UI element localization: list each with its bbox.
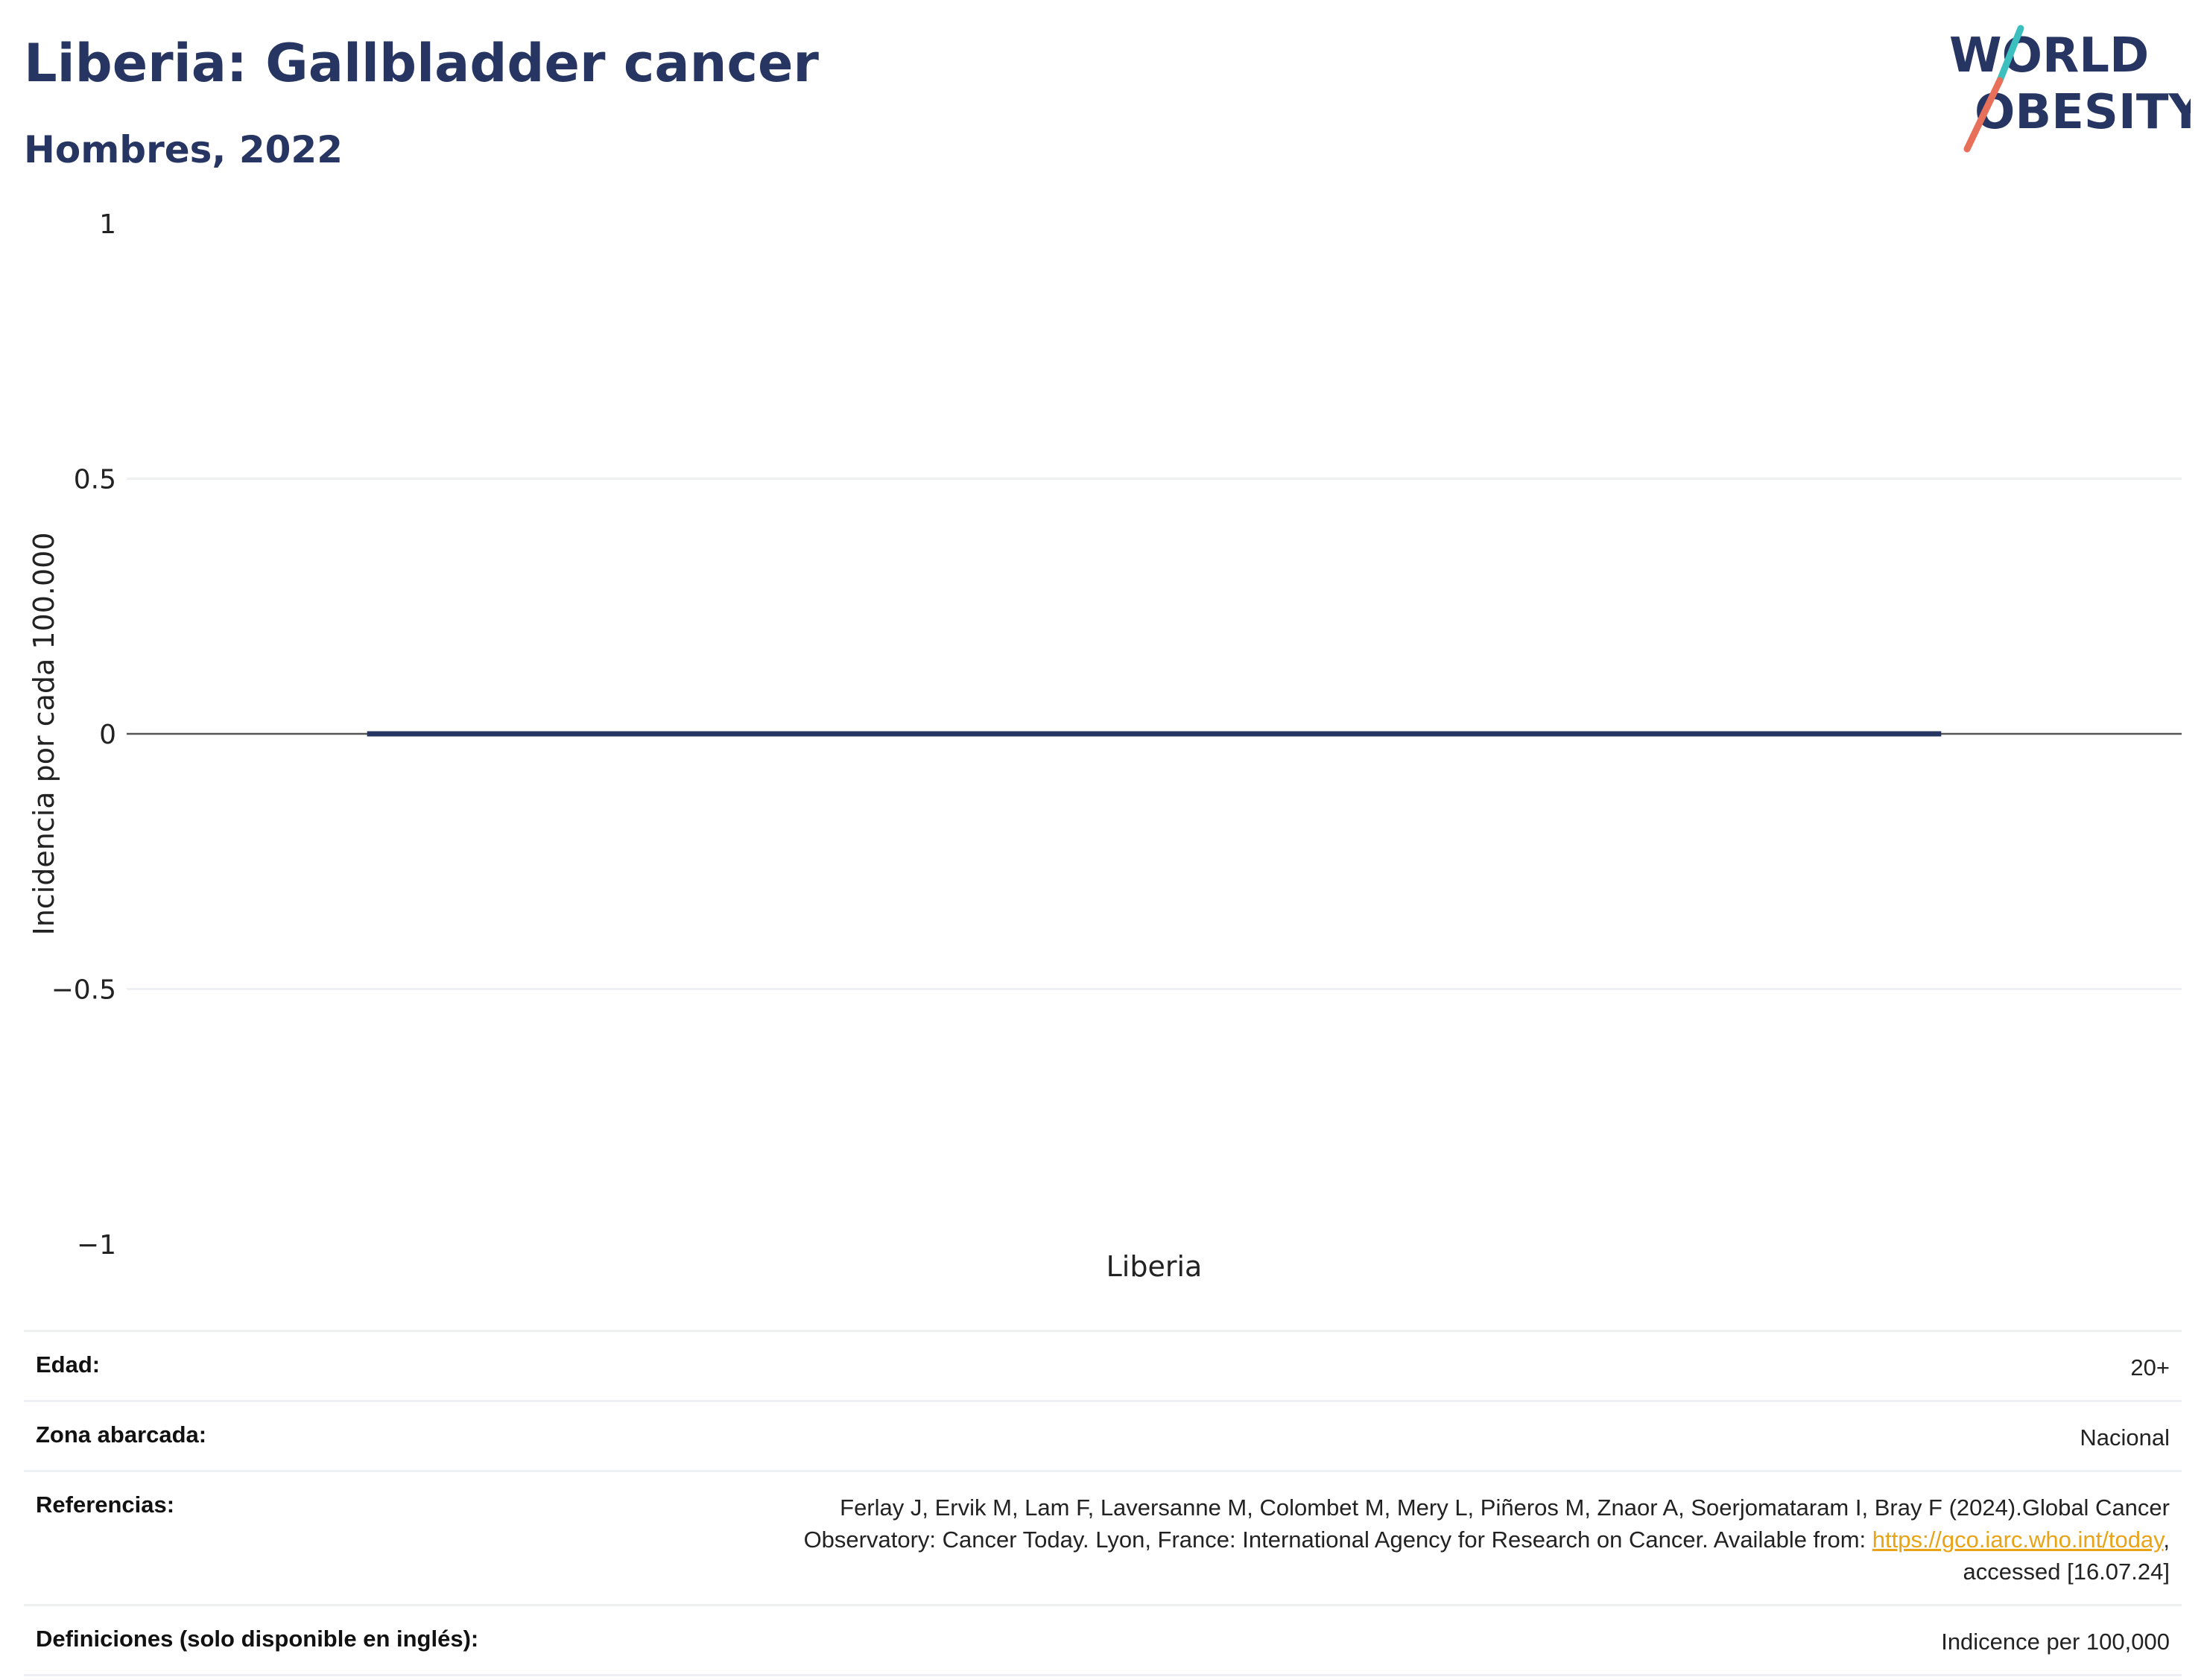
y-axis-title: Incidencia por cada 100.000 [28,532,60,935]
bar-liberia[interactable] [367,731,1942,737]
reference-line-2: Observatory: Cancer Today. Lyon, France:… [803,1527,1872,1553]
meta-value-definitions: Indicence per 100,000 [1941,1629,2170,1655]
meta-row-definitions: Definiciones (solo disponible en inglés)… [24,1604,2182,1676]
world-obesity-logo[interactable]: WORLD OBESITY [1937,21,2191,155]
reference-line-2-suffix: , [2163,1527,2170,1553]
logo-slash-top-icon [1996,25,2024,84]
meta-value-references: Ferlay J, Ervik M, Lam F, Laversanne M, … [804,1492,2170,1588]
metadata-table: Edad: 20+ Zona abarcada: Nacional Refere… [24,1330,2182,1676]
reference-line-3: accessed [16.07.24] [1963,1559,2170,1585]
y-tick-label: 0.5 [74,465,116,495]
y-tick-label: −1 [77,1230,116,1261]
meta-row-references: Referencias: Ferlay J, Ervik M, Lam F, L… [24,1470,2182,1604]
chart-title: Liberia: Gallbladder cancer [24,33,819,94]
logo-text-world: WORLD [1949,28,2149,83]
logo-text-obesity: OBESITY [1975,85,2191,140]
meta-label-area: Zona abarcada: [36,1421,207,1448]
meta-row-age: Edad: 20+ [24,1330,2182,1400]
meta-row-area: Zona abarcada: Nacional [24,1400,2182,1470]
logo-slash-bottom-icon [1963,77,2004,153]
y-tick-label: 0 [99,720,116,750]
x-tick-label: Liberia [1106,1250,1203,1283]
x-axis-labels: Liberia [1106,1250,1203,1283]
meta-label-definitions: Definiciones (solo disponible en inglés)… [36,1626,479,1652]
meta-label-references: Referencias: [36,1492,175,1518]
meta-value-area: Nacional [2080,1424,2170,1451]
reference-link[interactable]: https://gco.iarc.who.int/today [1872,1527,2164,1553]
bar-chart: 1 0.5 0 −0.5 −1 Liberia Incidencia por cada … [28,209,2182,1283]
bars [367,731,1942,737]
y-tick-label: 1 [99,209,116,240]
y-axis-ticks: 1 0.5 0 −0.5 −1 [51,209,116,1261]
chart-subtitle: Hombres, 2022 [24,128,343,171]
meta-value-age: 20+ [2130,1354,2170,1381]
y-tick-label: −0.5 [51,975,116,1006]
reference-line-1: Ferlay J, Ervik M, Lam F, Laversanne M, … [840,1494,2170,1521]
meta-label-age: Edad: [36,1351,101,1378]
